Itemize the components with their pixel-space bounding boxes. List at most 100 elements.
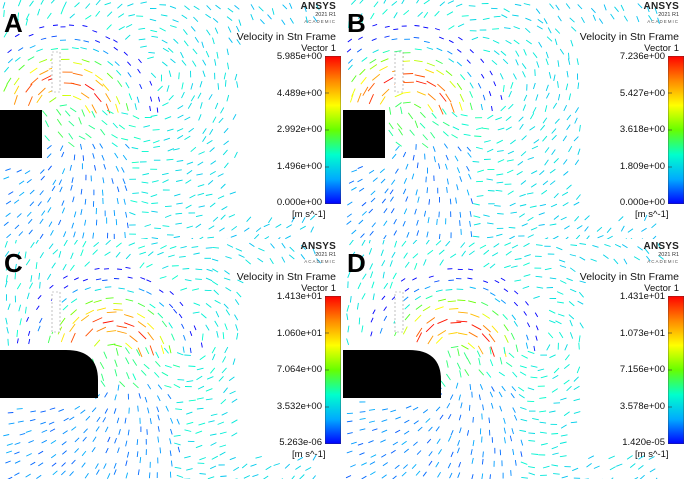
velocity-vector	[569, 254, 577, 257]
velocity-vector	[103, 351, 108, 359]
inlet-stem	[51, 51, 61, 93]
velocity-vector	[39, 218, 44, 224]
velocity-vector	[74, 448, 80, 454]
velocity-vector	[347, 38, 353, 43]
velocity-vector	[482, 94, 486, 101]
velocity-vector	[468, 404, 471, 411]
velocity-vector	[186, 170, 193, 175]
legend-tick-label: 1.809e+00	[619, 161, 665, 172]
velocity-vector	[184, 135, 191, 140]
velocity-vector	[126, 222, 129, 229]
velocity-vector	[392, 441, 399, 446]
velocity-vector	[128, 14, 135, 17]
velocity-vector	[115, 103, 119, 113]
velocity-vector	[414, 48, 422, 51]
velocity-vector	[504, 265, 511, 269]
velocity-vector	[446, 373, 451, 381]
velocity-vector	[577, 4, 583, 10]
velocity-vector	[539, 170, 545, 176]
legend-tick-label: 5.263e-06	[279, 437, 322, 448]
velocity-vector	[46, 12, 52, 19]
velocity-vector	[394, 92, 403, 98]
velocity-vector	[14, 472, 20, 476]
velocity-vector	[208, 420, 215, 423]
velocity-vector	[190, 26, 196, 32]
velocity-vector	[152, 140, 160, 144]
velocity-vector	[138, 245, 146, 249]
velocity-vector	[538, 224, 545, 226]
velocity-vector	[450, 103, 455, 113]
velocity-vector	[232, 113, 237, 120]
velocity-vector	[446, 178, 449, 185]
velocity-vector	[549, 319, 556, 324]
velocity-vector	[185, 179, 192, 184]
velocity-vector	[116, 417, 120, 424]
velocity-vector	[357, 92, 362, 103]
velocity-vector	[162, 47, 169, 52]
velocity-vector	[147, 331, 154, 341]
velocity-vector	[522, 285, 530, 289]
velocity-vector	[164, 364, 172, 368]
velocity-vector	[566, 184, 572, 190]
velocity-vector	[459, 93, 465, 102]
velocity-vector	[646, 255, 651, 262]
velocity-vector	[25, 473, 31, 478]
legend-subtitle: Vector 1	[301, 43, 336, 54]
velocity-vector	[403, 178, 408, 184]
velocity-vector	[68, 132, 74, 140]
velocity-vector	[112, 122, 118, 129]
velocity-vector	[388, 129, 394, 137]
velocity-vector	[205, 193, 213, 196]
velocity-vector	[80, 209, 83, 215]
velocity-vector	[187, 102, 192, 109]
velocity-vector	[552, 235, 559, 239]
velocity-vector	[390, 208, 395, 214]
velocity-vector	[472, 416, 474, 423]
velocity-vector	[64, 110, 71, 117]
velocity-vector	[513, 301, 519, 307]
velocity-vector	[136, 96, 140, 103]
velocity-vector	[69, 13, 75, 19]
velocity-vector	[356, 302, 359, 310]
velocity-vector	[539, 410, 547, 413]
velocity-vector	[81, 450, 87, 457]
velocity-vector	[470, 198, 474, 204]
velocity-vector	[186, 411, 193, 415]
velocity-vector	[197, 385, 205, 390]
velocity-vector	[153, 145, 161, 148]
velocity-vector	[128, 124, 136, 128]
velocity-vector	[252, 474, 259, 478]
velocity-vector	[548, 309, 556, 314]
velocity-vector	[369, 461, 376, 465]
velocity-vector	[487, 190, 495, 192]
velocity-vector	[174, 193, 181, 197]
velocity-vector	[157, 384, 163, 390]
velocity-vector	[393, 218, 397, 225]
velocity-vector	[243, 475, 250, 479]
velocity-vector	[569, 319, 573, 327]
velocity-vector	[423, 259, 427, 266]
velocity-vector	[620, 4, 625, 11]
velocity-vector	[96, 307, 107, 311]
velocity-vector	[265, 465, 272, 471]
velocity-vector	[159, 335, 165, 345]
velocity-vector	[271, 8, 275, 15]
velocity-vector	[561, 191, 569, 196]
velocity-vector	[395, 429, 401, 434]
velocity-vector	[549, 354, 556, 359]
velocity-vector	[369, 230, 374, 236]
velocity-vector	[445, 70, 453, 77]
velocity-vector	[347, 64, 353, 71]
velocity-vector	[483, 249, 490, 255]
velocity-vector	[238, 19, 242, 26]
velocity-vector	[3, 434, 10, 437]
velocity-vector	[170, 417, 174, 424]
velocity-vector	[103, 463, 107, 469]
velocity-vector	[69, 164, 72, 171]
velocity-vector	[390, 449, 396, 454]
velocity-vector	[116, 186, 120, 193]
velocity-vector	[133, 136, 141, 140]
velocity-vector	[370, 271, 374, 279]
velocity-vector	[102, 320, 114, 324]
velocity-vector	[182, 29, 188, 35]
